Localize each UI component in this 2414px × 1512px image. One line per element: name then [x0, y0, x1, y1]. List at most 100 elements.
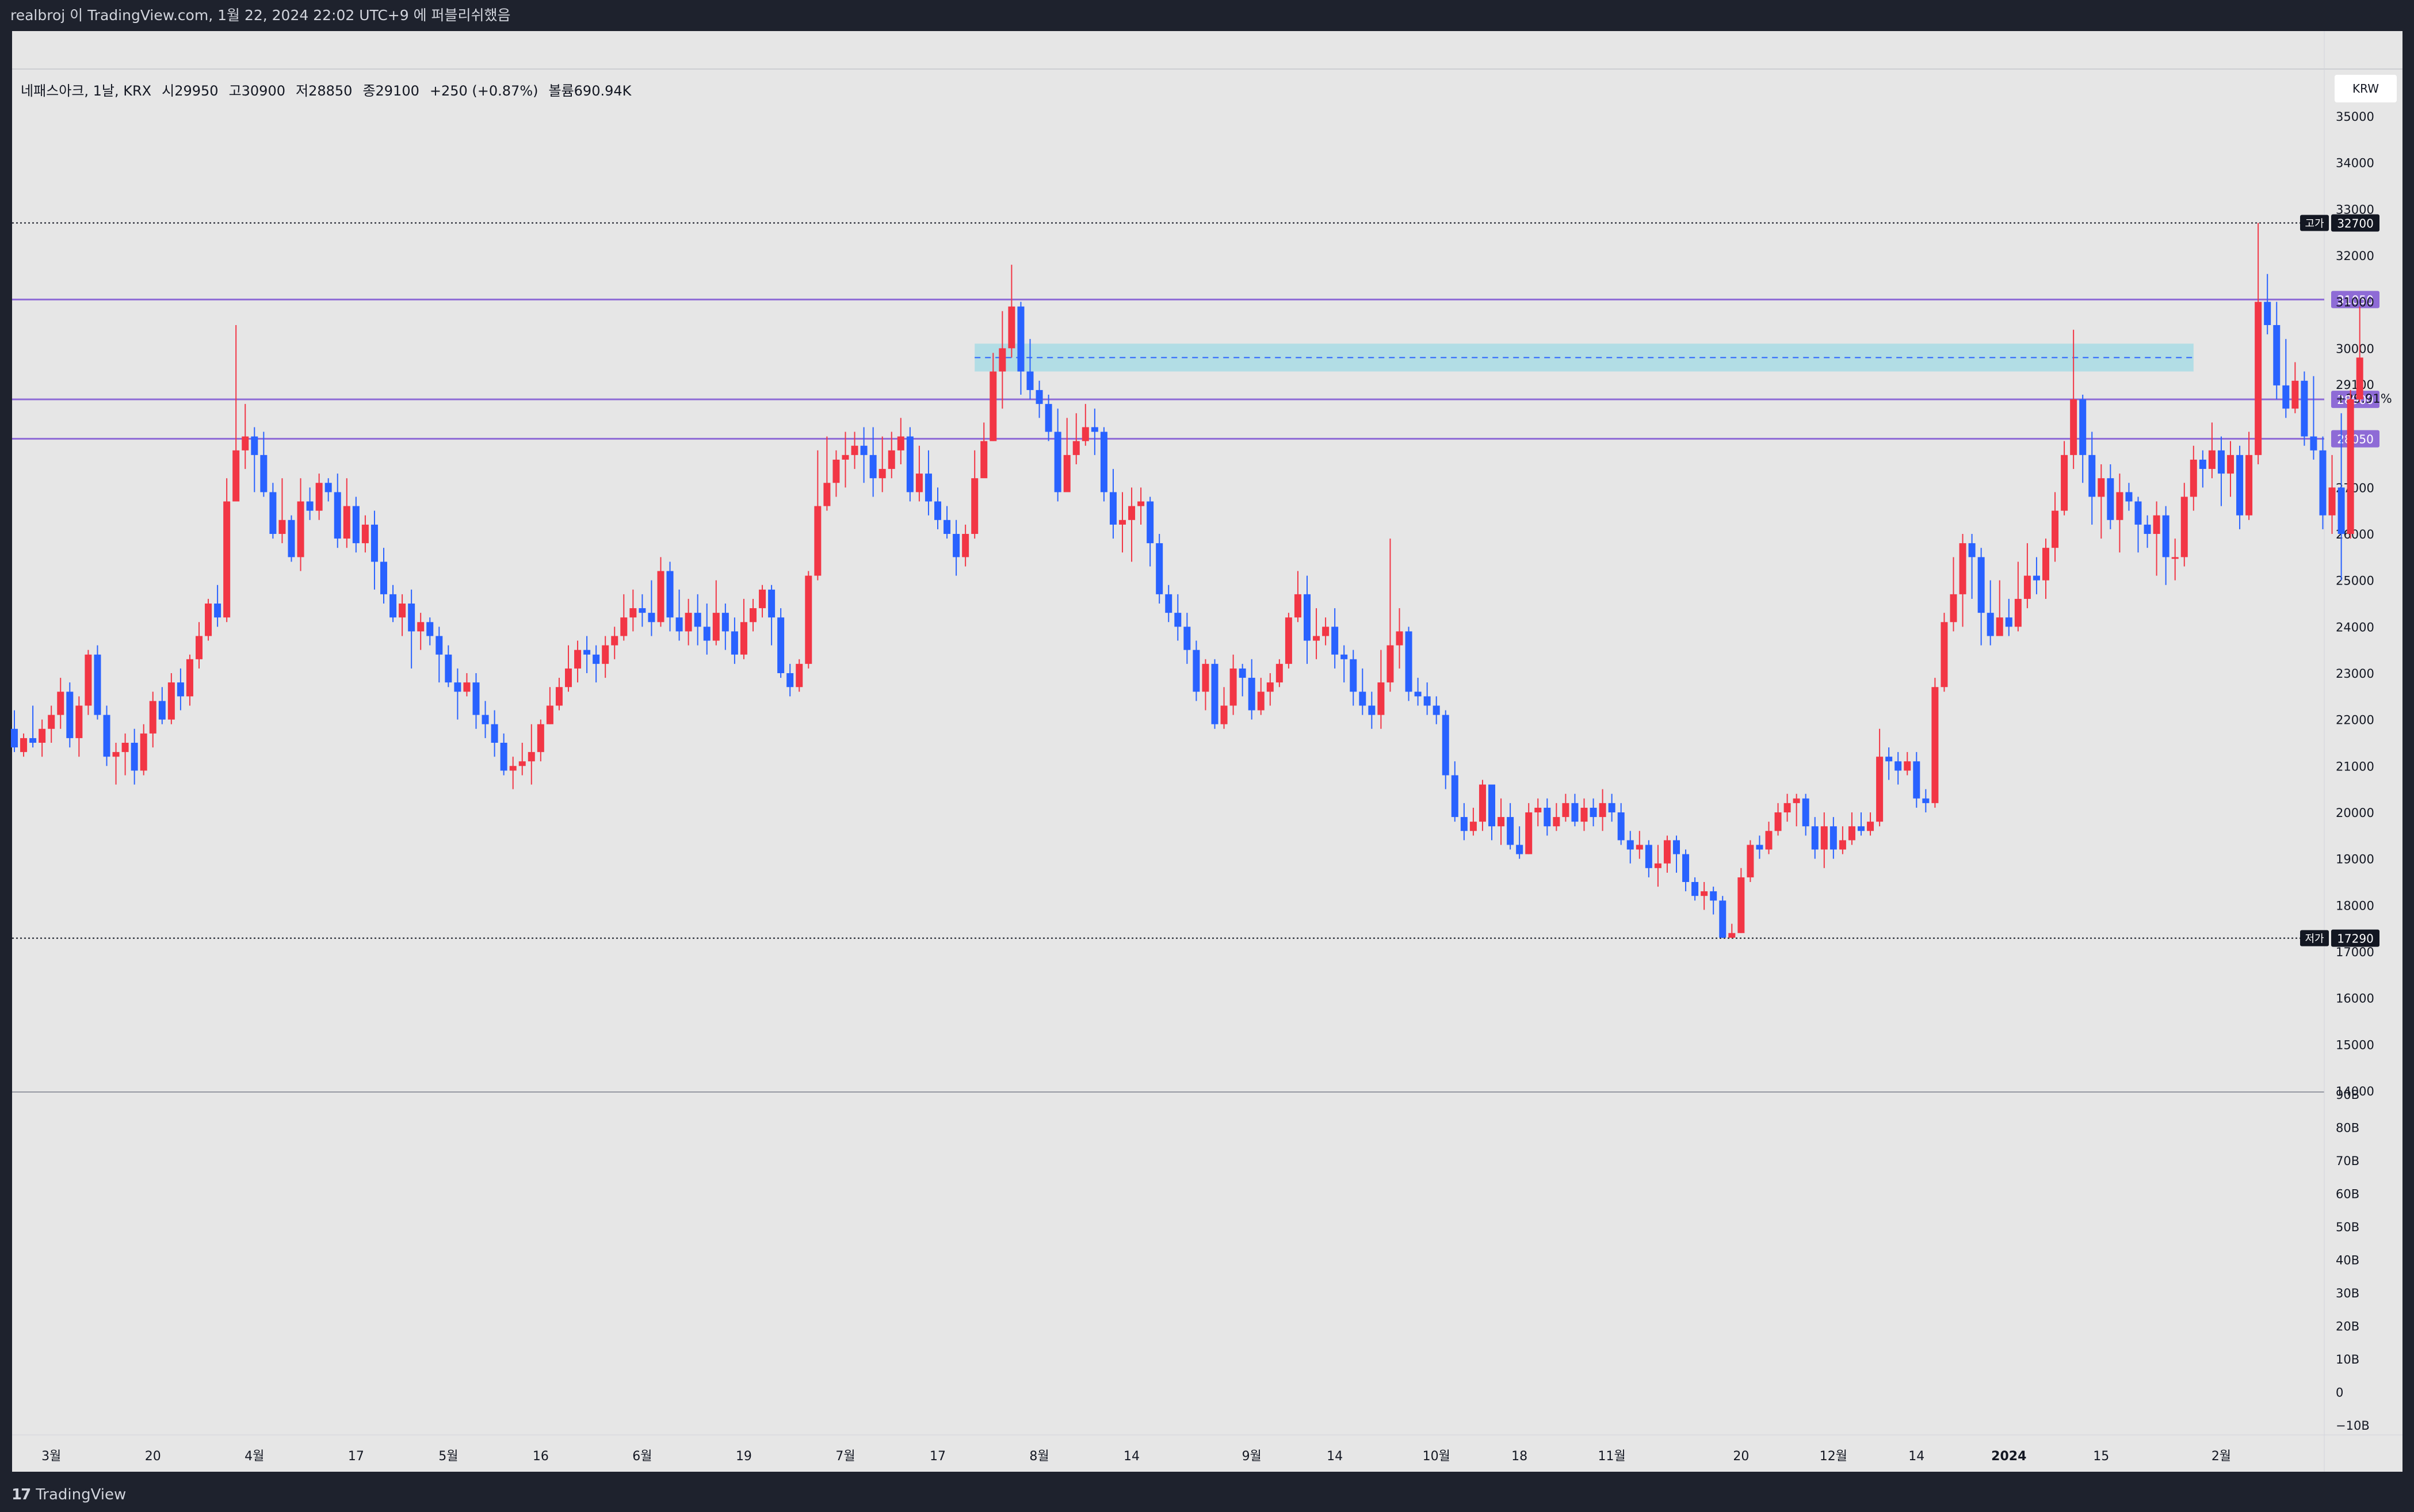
candle-body[interactable]: [1294, 594, 1301, 618]
candle-body[interactable]: [1590, 807, 1597, 818]
candle-body[interactable]: [759, 589, 766, 609]
candle-body[interactable]: [1054, 432, 1061, 492]
candle-body[interactable]: [1941, 622, 1948, 688]
candle-body[interactable]: [205, 604, 212, 636]
candle-body[interactable]: [694, 613, 701, 627]
candle-body[interactable]: [85, 654, 92, 706]
candle-body[interactable]: [1747, 845, 1754, 877]
candle-body[interactable]: [1423, 696, 1431, 706]
candle-body[interactable]: [675, 617, 683, 632]
candle-body[interactable]: [482, 715, 489, 724]
candle-body[interactable]: [1802, 798, 1809, 827]
candle-body[interactable]: [574, 650, 582, 669]
candle-body[interactable]: [1460, 817, 1468, 831]
candle-body[interactable]: [1045, 404, 1052, 432]
chart-frame[interactable]: [12, 31, 2402, 1472]
candle-body[interactable]: [750, 608, 757, 623]
candle-body[interactable]: [1913, 761, 1920, 799]
candle-body[interactable]: [20, 738, 28, 753]
candle-body[interactable]: [1858, 826, 1865, 831]
candle-body[interactable]: [703, 627, 711, 641]
candle-body[interactable]: [1008, 306, 1015, 349]
candle-body[interactable]: [1128, 506, 1136, 520]
candle-body[interactable]: [1368, 705, 1376, 715]
candle-body[interactable]: [2107, 478, 2114, 520]
candle-body[interactable]: [352, 506, 360, 544]
candle-body[interactable]: [389, 594, 397, 618]
candle-body[interactable]: [878, 469, 886, 479]
candle-body[interactable]: [1673, 840, 1680, 854]
candle-body[interactable]: [1793, 798, 1800, 803]
candle-body[interactable]: [343, 506, 350, 539]
candle-body[interactable]: [370, 524, 378, 562]
candle-body[interactable]: [288, 520, 295, 558]
candle-body[interactable]: [2180, 497, 2188, 558]
candle-body[interactable]: [934, 501, 941, 520]
candle-body[interactable]: [1645, 845, 1652, 868]
candle-body[interactable]: [1663, 840, 1671, 864]
candle-body[interactable]: [251, 436, 258, 455]
candle-body[interactable]: [565, 668, 572, 688]
candle-body[interactable]: [528, 752, 535, 762]
candle-body[interactable]: [1359, 692, 1366, 706]
candle-body[interactable]: [777, 617, 785, 673]
candle-body[interactable]: [1498, 817, 1505, 827]
candle-body[interactable]: [426, 622, 434, 636]
candle-body[interactable]: [1266, 682, 1274, 692]
candle-body[interactable]: [1109, 492, 1117, 525]
candle-body[interactable]: [2301, 380, 2308, 437]
candle-body[interactable]: [2014, 598, 2022, 627]
candle-body[interactable]: [232, 450, 240, 502]
candle-body[interactable]: [1691, 882, 1699, 896]
candle-body[interactable]: [1553, 817, 1560, 827]
candle-body[interactable]: [2162, 515, 2169, 558]
candle-body[interactable]: [2282, 385, 2290, 409]
candle-body[interactable]: [2245, 455, 2253, 516]
candle-body[interactable]: [1405, 631, 1412, 692]
candle-body[interactable]: [112, 752, 120, 757]
candle-body[interactable]: [491, 724, 498, 743]
candle-body[interactable]: [1959, 543, 1966, 594]
candle-body[interactable]: [2098, 478, 2105, 497]
candle-body[interactable]: [1202, 663, 1209, 692]
candle-body[interactable]: [445, 654, 452, 683]
candle-body[interactable]: [1193, 650, 1200, 692]
candle-body[interactable]: [842, 455, 849, 460]
candle-body[interactable]: [454, 682, 461, 692]
candle-body[interactable]: [2134, 501, 2142, 525]
candle-body[interactable]: [167, 682, 175, 720]
candle-body[interactable]: [814, 506, 822, 576]
candle-body[interactable]: [1820, 826, 1828, 850]
candle-body[interactable]: [1682, 854, 1690, 882]
candle-body[interactable]: [1396, 631, 1403, 646]
candle-body[interactable]: [2125, 492, 2133, 502]
candle-body[interactable]: [731, 631, 738, 655]
candle-body[interactable]: [1885, 757, 1893, 762]
candle-body[interactable]: [297, 501, 304, 558]
candle-body[interactable]: [306, 501, 314, 511]
candle-body[interactable]: [805, 575, 812, 664]
candle-body[interactable]: [196, 636, 203, 659]
candle-body[interactable]: [1626, 840, 1634, 850]
candle-body[interactable]: [334, 492, 341, 539]
candle-body[interactable]: [2199, 459, 2206, 469]
candle-body[interactable]: [1386, 645, 1394, 683]
candle-body[interactable]: [593, 654, 600, 664]
candle-body[interactable]: [103, 715, 110, 757]
candle-body[interactable]: [1433, 705, 1440, 715]
candle-body[interactable]: [1119, 520, 1126, 525]
candle-body[interactable]: [906, 436, 914, 492]
candle-body[interactable]: [1636, 845, 1643, 850]
candle-body[interactable]: [1377, 682, 1385, 715]
candle-body[interactable]: [1036, 390, 1043, 404]
candle-body[interactable]: [2079, 399, 2087, 455]
candle-body[interactable]: [2310, 436, 2317, 450]
candle-body[interactable]: [1516, 845, 1523, 854]
candle-body[interactable]: [1183, 627, 1191, 650]
candle-body[interactable]: [75, 705, 83, 738]
candle-body[interactable]: [140, 733, 147, 771]
candle-body[interactable]: [1257, 692, 1265, 711]
candle-body[interactable]: [768, 589, 776, 618]
candle-body[interactable]: [2347, 399, 2354, 534]
